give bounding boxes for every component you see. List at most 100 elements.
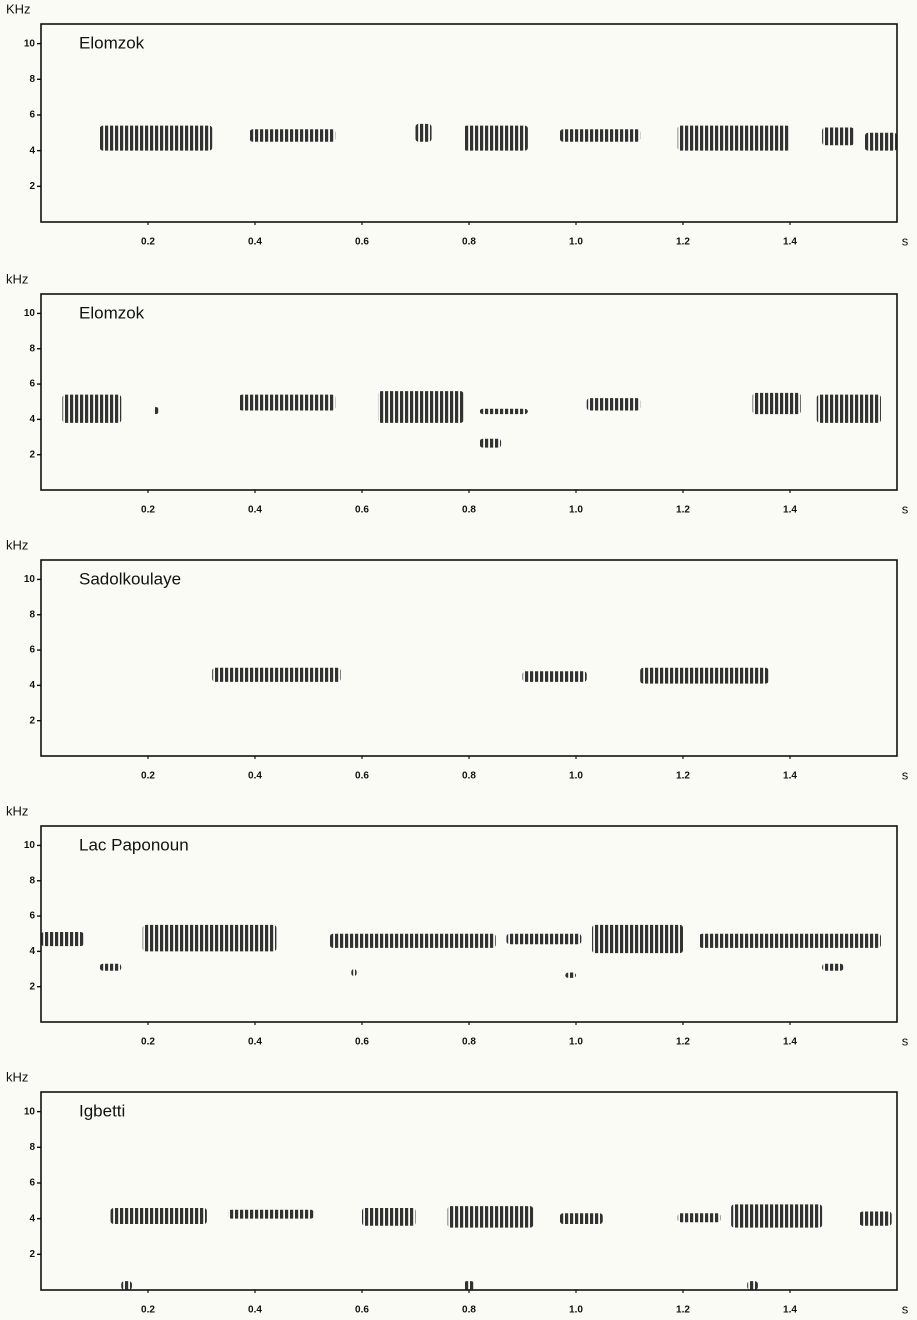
y-tick-label: 2 — [29, 981, 35, 992]
x-axis-label: s — [902, 501, 909, 516]
x-tick-label: 1.0 — [569, 771, 583, 782]
plot-frame — [40, 559, 898, 757]
sound-syllable — [62, 394, 122, 423]
sound-syllable — [752, 392, 801, 415]
y-axis-label: KHz — [6, 1, 31, 16]
x-tick-label: 1.0 — [569, 237, 583, 248]
sound-syllable — [747, 1281, 758, 1290]
x-tick-label: 0.6 — [355, 505, 369, 516]
y-tick-label: 4 — [29, 1213, 35, 1224]
sound-syllable — [559, 129, 641, 142]
x-tick-label: 1.4 — [783, 1305, 797, 1316]
y-tick-label: 6 — [29, 1178, 35, 1189]
x-tick-label: 1.2 — [676, 505, 690, 516]
y-tick-label: 4 — [29, 680, 35, 691]
sound-syllable — [447, 1206, 534, 1228]
y-axis-label: kHz — [6, 537, 28, 552]
sound-syllable — [859, 1211, 892, 1226]
x-tick-label: 0.4 — [248, 1305, 262, 1316]
y-tick-label: 10 — [24, 38, 36, 49]
x-tick-label: 0.4 — [248, 771, 262, 782]
x-axis-label: s — [902, 767, 909, 782]
x-tick-label: 0.6 — [355, 237, 369, 248]
sound-syllable — [592, 924, 683, 954]
sound-syllable — [351, 969, 357, 977]
x-tick-label: 0.4 — [248, 237, 262, 248]
sound-syllable — [415, 123, 432, 142]
y-tick-label: 10 — [24, 1106, 36, 1117]
x-tick-label: 1.4 — [783, 237, 797, 248]
sound-syllable — [249, 129, 336, 142]
sound-syllable — [378, 391, 464, 423]
x-tick-label: 1.2 — [676, 771, 690, 782]
plot-frame — [40, 293, 898, 491]
sound-syllable — [822, 127, 855, 146]
y-tick-label: 4 — [29, 946, 35, 957]
x-tick-label: 0.2 — [141, 505, 155, 516]
x-tick-label: 0.2 — [141, 1305, 155, 1316]
sound-syllable — [41, 931, 84, 947]
y-tick-label: 8 — [29, 609, 35, 620]
x-axis-label: s — [902, 1301, 909, 1316]
y-tick-label: 10 — [24, 574, 36, 585]
sound-syllable — [822, 963, 844, 971]
sound-syllable — [586, 398, 641, 411]
sound-syllable — [816, 394, 881, 423]
y-axis-label: kHz — [6, 803, 28, 818]
y-tick-label: 2 — [29, 1249, 35, 1260]
x-axis-label: s — [902, 233, 909, 248]
sound-syllable — [142, 924, 277, 952]
sound-syllable — [238, 394, 336, 411]
y-tick-label: 10 — [24, 308, 36, 319]
sound-syllable — [677, 1213, 721, 1223]
sound-syllable — [559, 1213, 603, 1224]
sound-syllable — [212, 667, 341, 682]
panel-title: Sadolkoulaye — [79, 569, 181, 588]
panel-title: Lac Paponoun — [79, 835, 189, 854]
x-tick-label: 1.4 — [783, 771, 797, 782]
x-tick-label: 1.4 — [783, 1037, 797, 1048]
plot-frame — [40, 825, 898, 1023]
x-tick-label: 0.8 — [462, 237, 476, 248]
y-tick-label: 6 — [29, 110, 35, 121]
y-tick-label: 8 — [29, 1142, 35, 1153]
sound-syllable — [99, 125, 213, 151]
y-tick-label: 4 — [29, 145, 35, 156]
y-tick-label: 6 — [29, 911, 35, 922]
y-tick-label: 6 — [29, 645, 35, 656]
panel-title: Elomzok — [79, 33, 145, 52]
x-tick-label: 1.2 — [676, 1305, 690, 1316]
x-tick-label: 0.8 — [462, 771, 476, 782]
x-tick-label: 1.0 — [569, 1305, 583, 1316]
y-tick-label: 8 — [29, 875, 35, 886]
y-tick-label: 8 — [29, 74, 35, 85]
x-tick-label: 1.2 — [676, 1037, 690, 1048]
sound-syllable — [479, 408, 528, 415]
x-tick-label: 1.0 — [569, 1037, 583, 1048]
sound-syllable — [640, 667, 769, 684]
y-tick-label: 4 — [29, 414, 35, 425]
y-axis-label: kHz — [6, 271, 28, 286]
sound-syllable — [121, 1281, 132, 1290]
x-tick-label: 1.2 — [676, 237, 690, 248]
x-tick-label: 1.0 — [569, 505, 583, 516]
x-tick-label: 0.6 — [355, 1037, 369, 1048]
sound-syllable — [463, 1281, 475, 1290]
sound-syllable — [362, 1207, 416, 1226]
x-tick-label: 0.4 — [248, 505, 262, 516]
sound-syllable — [677, 125, 790, 151]
y-tick-label: 10 — [24, 840, 36, 851]
x-tick-label: 0.8 — [462, 505, 476, 516]
sound-syllable — [522, 671, 587, 682]
x-tick-label: 0.2 — [141, 1037, 155, 1048]
sound-syllable — [864, 132, 897, 151]
sound-syllable — [110, 1207, 207, 1224]
sound-syllable — [699, 933, 881, 948]
sound-syllable — [506, 933, 582, 945]
x-tick-label: 0.6 — [355, 1305, 369, 1316]
x-tick-label: 0.8 — [462, 1305, 476, 1316]
y-tick-label: 2 — [29, 181, 35, 192]
y-tick-label: 6 — [29, 379, 35, 390]
sound-syllable — [731, 1204, 823, 1228]
